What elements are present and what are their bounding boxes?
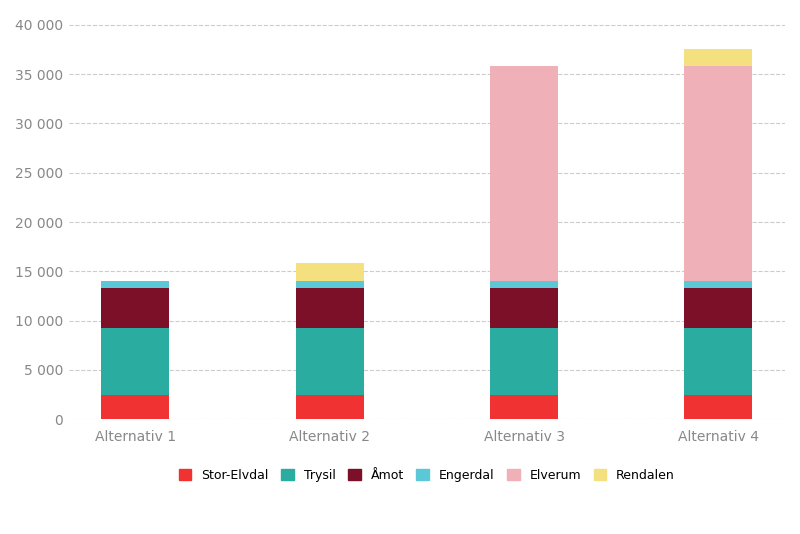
Bar <box>102 288 170 327</box>
Bar <box>102 395 170 419</box>
Bar <box>685 281 753 288</box>
Bar <box>685 49 753 66</box>
Bar <box>490 66 558 281</box>
Bar <box>685 66 753 281</box>
Bar <box>296 263 364 281</box>
Bar <box>296 395 364 419</box>
Bar <box>296 327 364 395</box>
Bar <box>102 281 170 288</box>
Bar <box>490 281 558 288</box>
Bar <box>490 327 558 395</box>
Bar <box>490 288 558 327</box>
Bar <box>685 395 753 419</box>
Legend: Stor-Elvdal, Trysil, Åmot, Engerdal, Elverum, Rendalen: Stor-Elvdal, Trysil, Åmot, Engerdal, Elv… <box>175 465 678 486</box>
Bar <box>296 281 364 288</box>
Bar <box>685 327 753 395</box>
Bar <box>296 288 364 327</box>
Bar <box>102 327 170 395</box>
Bar <box>685 288 753 327</box>
Bar <box>490 395 558 419</box>
